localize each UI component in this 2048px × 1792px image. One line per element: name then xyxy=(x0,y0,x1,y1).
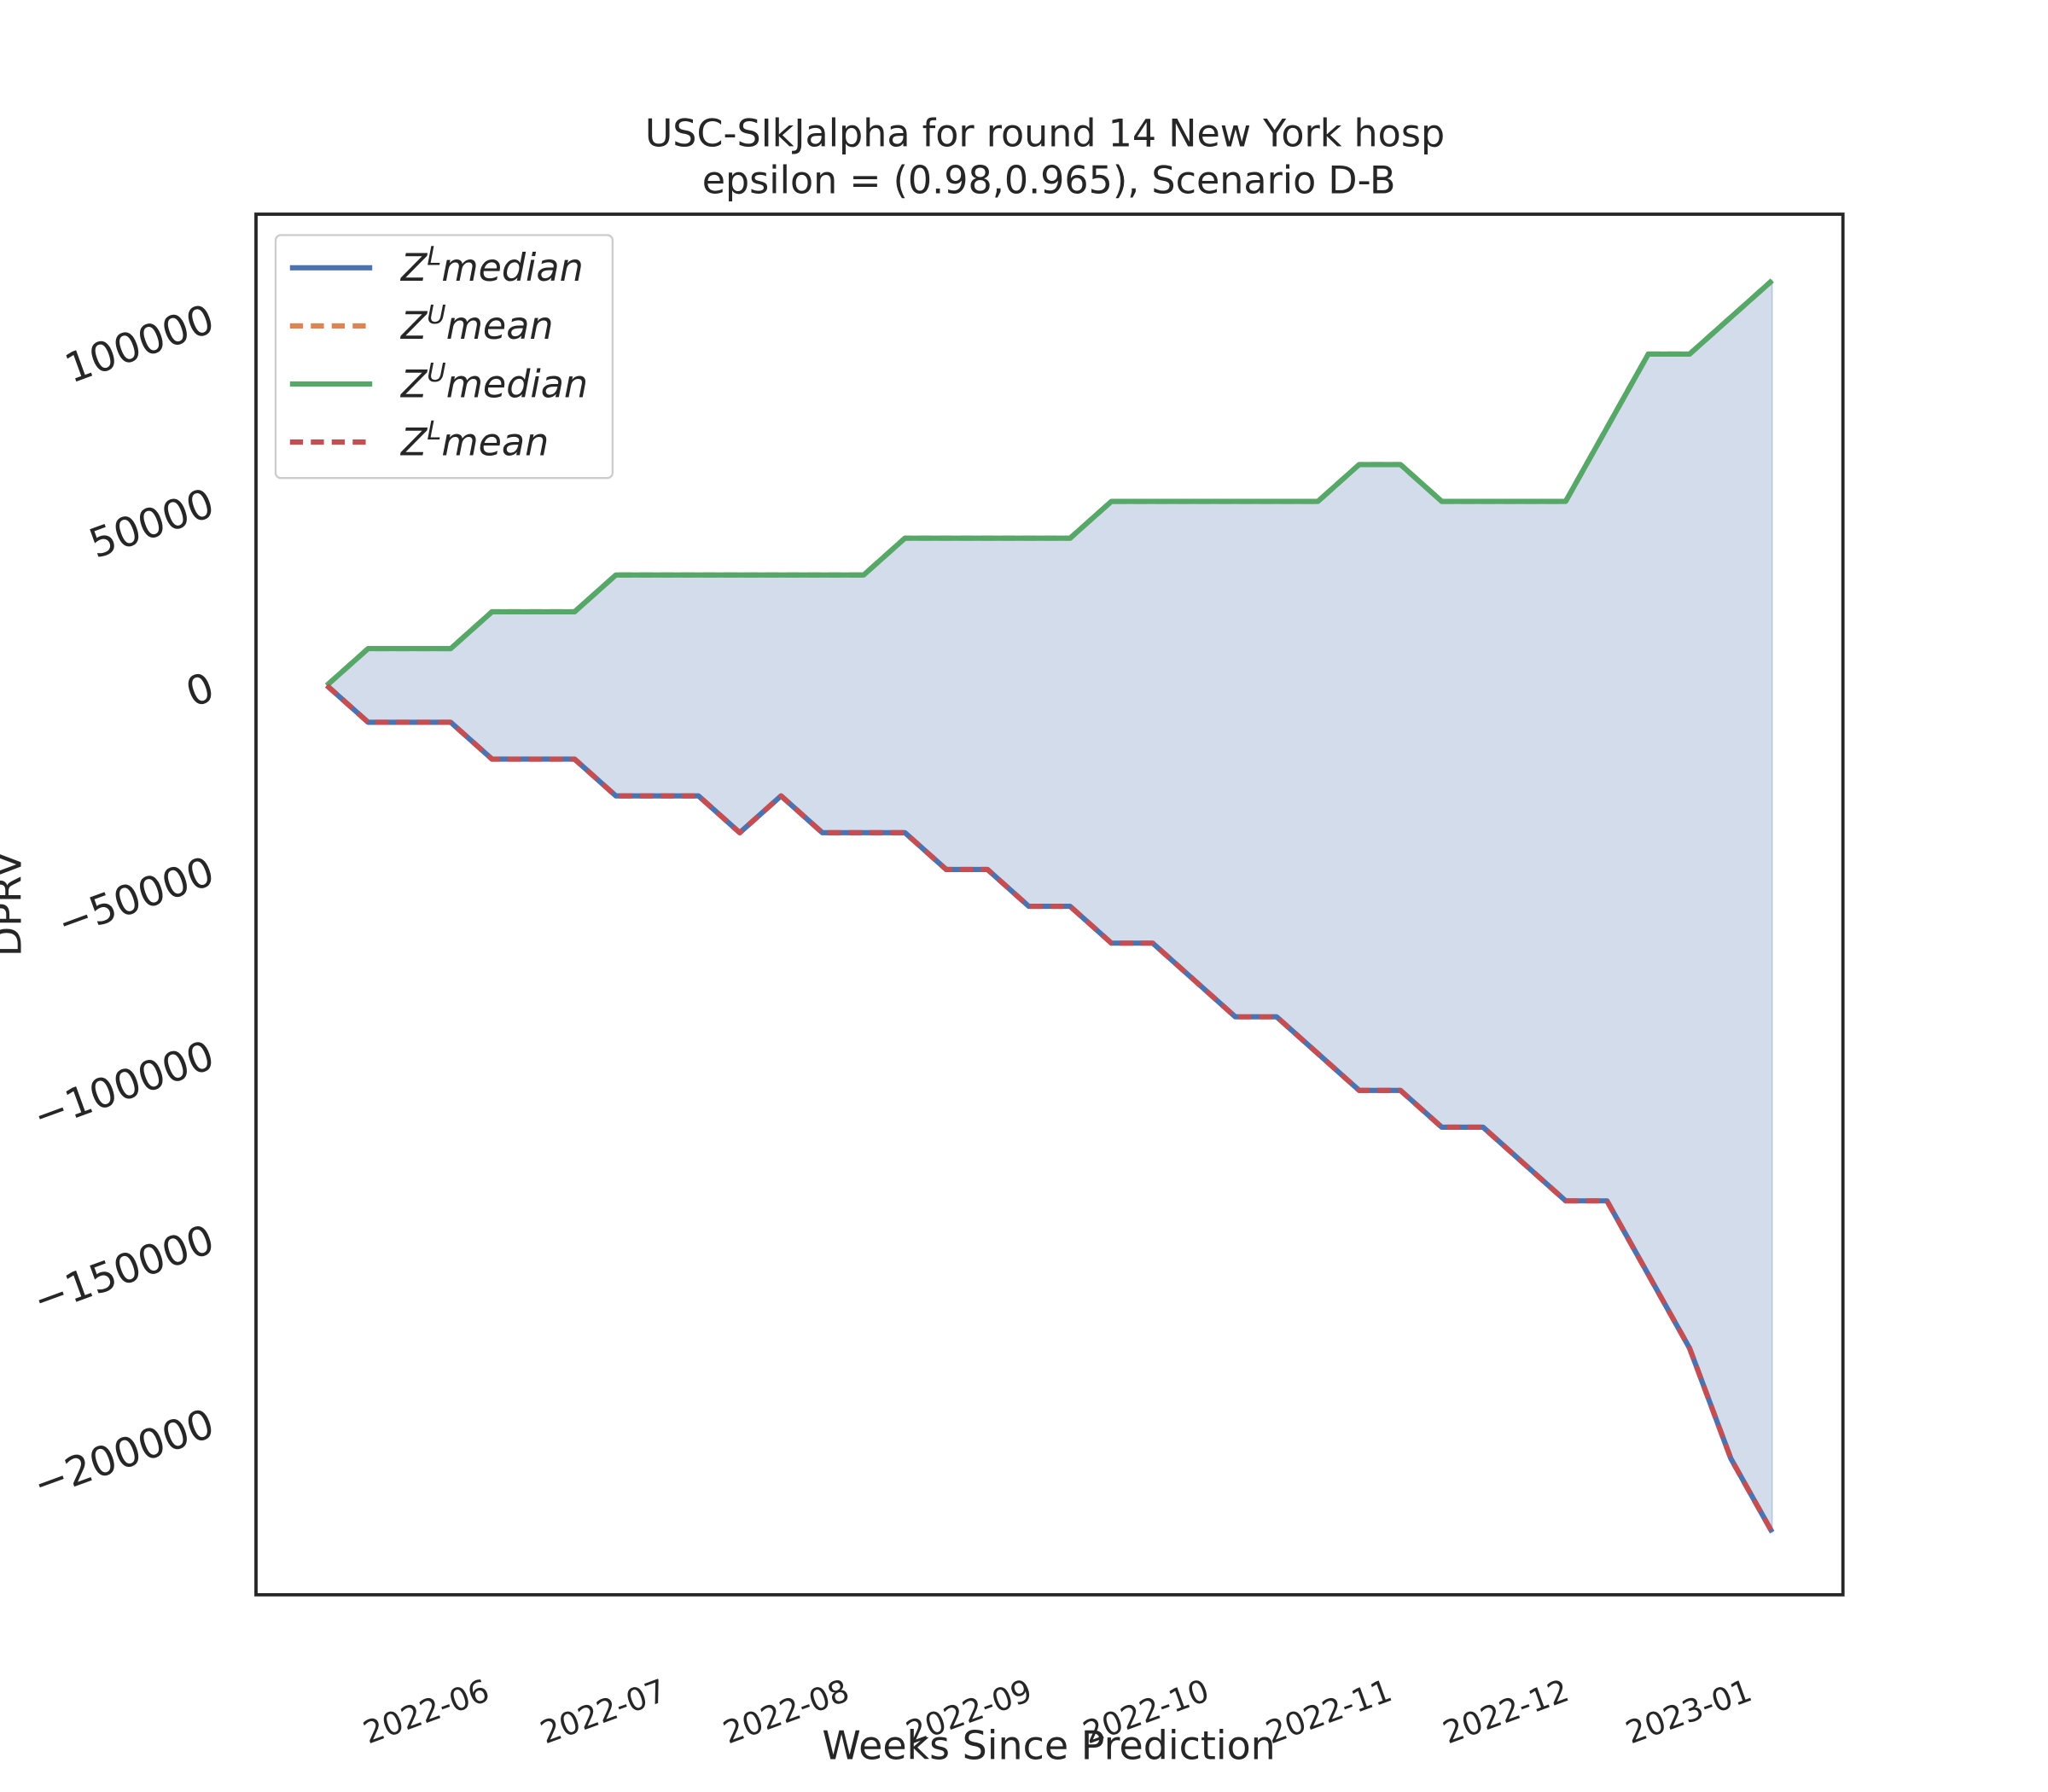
y-tick-label: 50000 xyxy=(84,480,221,567)
x-tick-label: 2022-11 xyxy=(1261,1672,1397,1751)
legend-box xyxy=(274,234,614,480)
legend-label-part: U xyxy=(427,358,445,388)
legend-label: ZLmean xyxy=(400,416,549,464)
legend-label: ZLmedian xyxy=(400,242,584,290)
legend-label-part: Z xyxy=(400,421,428,464)
y-tick-label: 0 xyxy=(180,664,220,717)
chart-subtitle: epsilon = (0.98,0.965), Scenario D-B xyxy=(702,160,1396,203)
legend-label-part: L xyxy=(427,416,441,446)
legend-label-part: U xyxy=(427,300,445,330)
x-axis-label: Weeks Since Prediction xyxy=(822,1723,1275,1769)
y-tick-label: 100000 xyxy=(59,296,220,393)
x-tick-label: 2022-07 xyxy=(535,1672,671,1751)
y-tick-label: −50000 xyxy=(51,848,220,948)
legend-label-part: mean xyxy=(441,421,549,464)
chart-title: USC-SIkJalpha for round 14 New York hosp xyxy=(645,112,1445,155)
legend-label-part: Z xyxy=(400,305,428,348)
legend-label-part: mean xyxy=(446,305,554,348)
axes-frame xyxy=(254,212,1845,1597)
y-axis-label: DPRV xyxy=(0,851,30,957)
series-line xyxy=(324,683,1775,1534)
x-tick-label: 2023-01 xyxy=(1621,1672,1757,1751)
y-tick-label: −100000 xyxy=(27,1033,220,1141)
legend-label-part: L xyxy=(427,242,441,272)
x-tick-label: 2022-06 xyxy=(358,1672,494,1751)
legend-label-part: median xyxy=(441,247,583,290)
y-tick-label: −150000 xyxy=(27,1216,220,1324)
legend-label: ZUmedian xyxy=(400,358,588,406)
legend-label-part: Z xyxy=(400,247,428,290)
legend-label-part: Z xyxy=(400,363,428,406)
x-tick-label: 2022-12 xyxy=(1438,1672,1574,1751)
series-line xyxy=(324,278,1774,688)
legend-label: ZUmean xyxy=(400,300,554,348)
y-tick-label: −200000 xyxy=(27,1400,220,1509)
legend-label-part: median xyxy=(446,363,588,406)
